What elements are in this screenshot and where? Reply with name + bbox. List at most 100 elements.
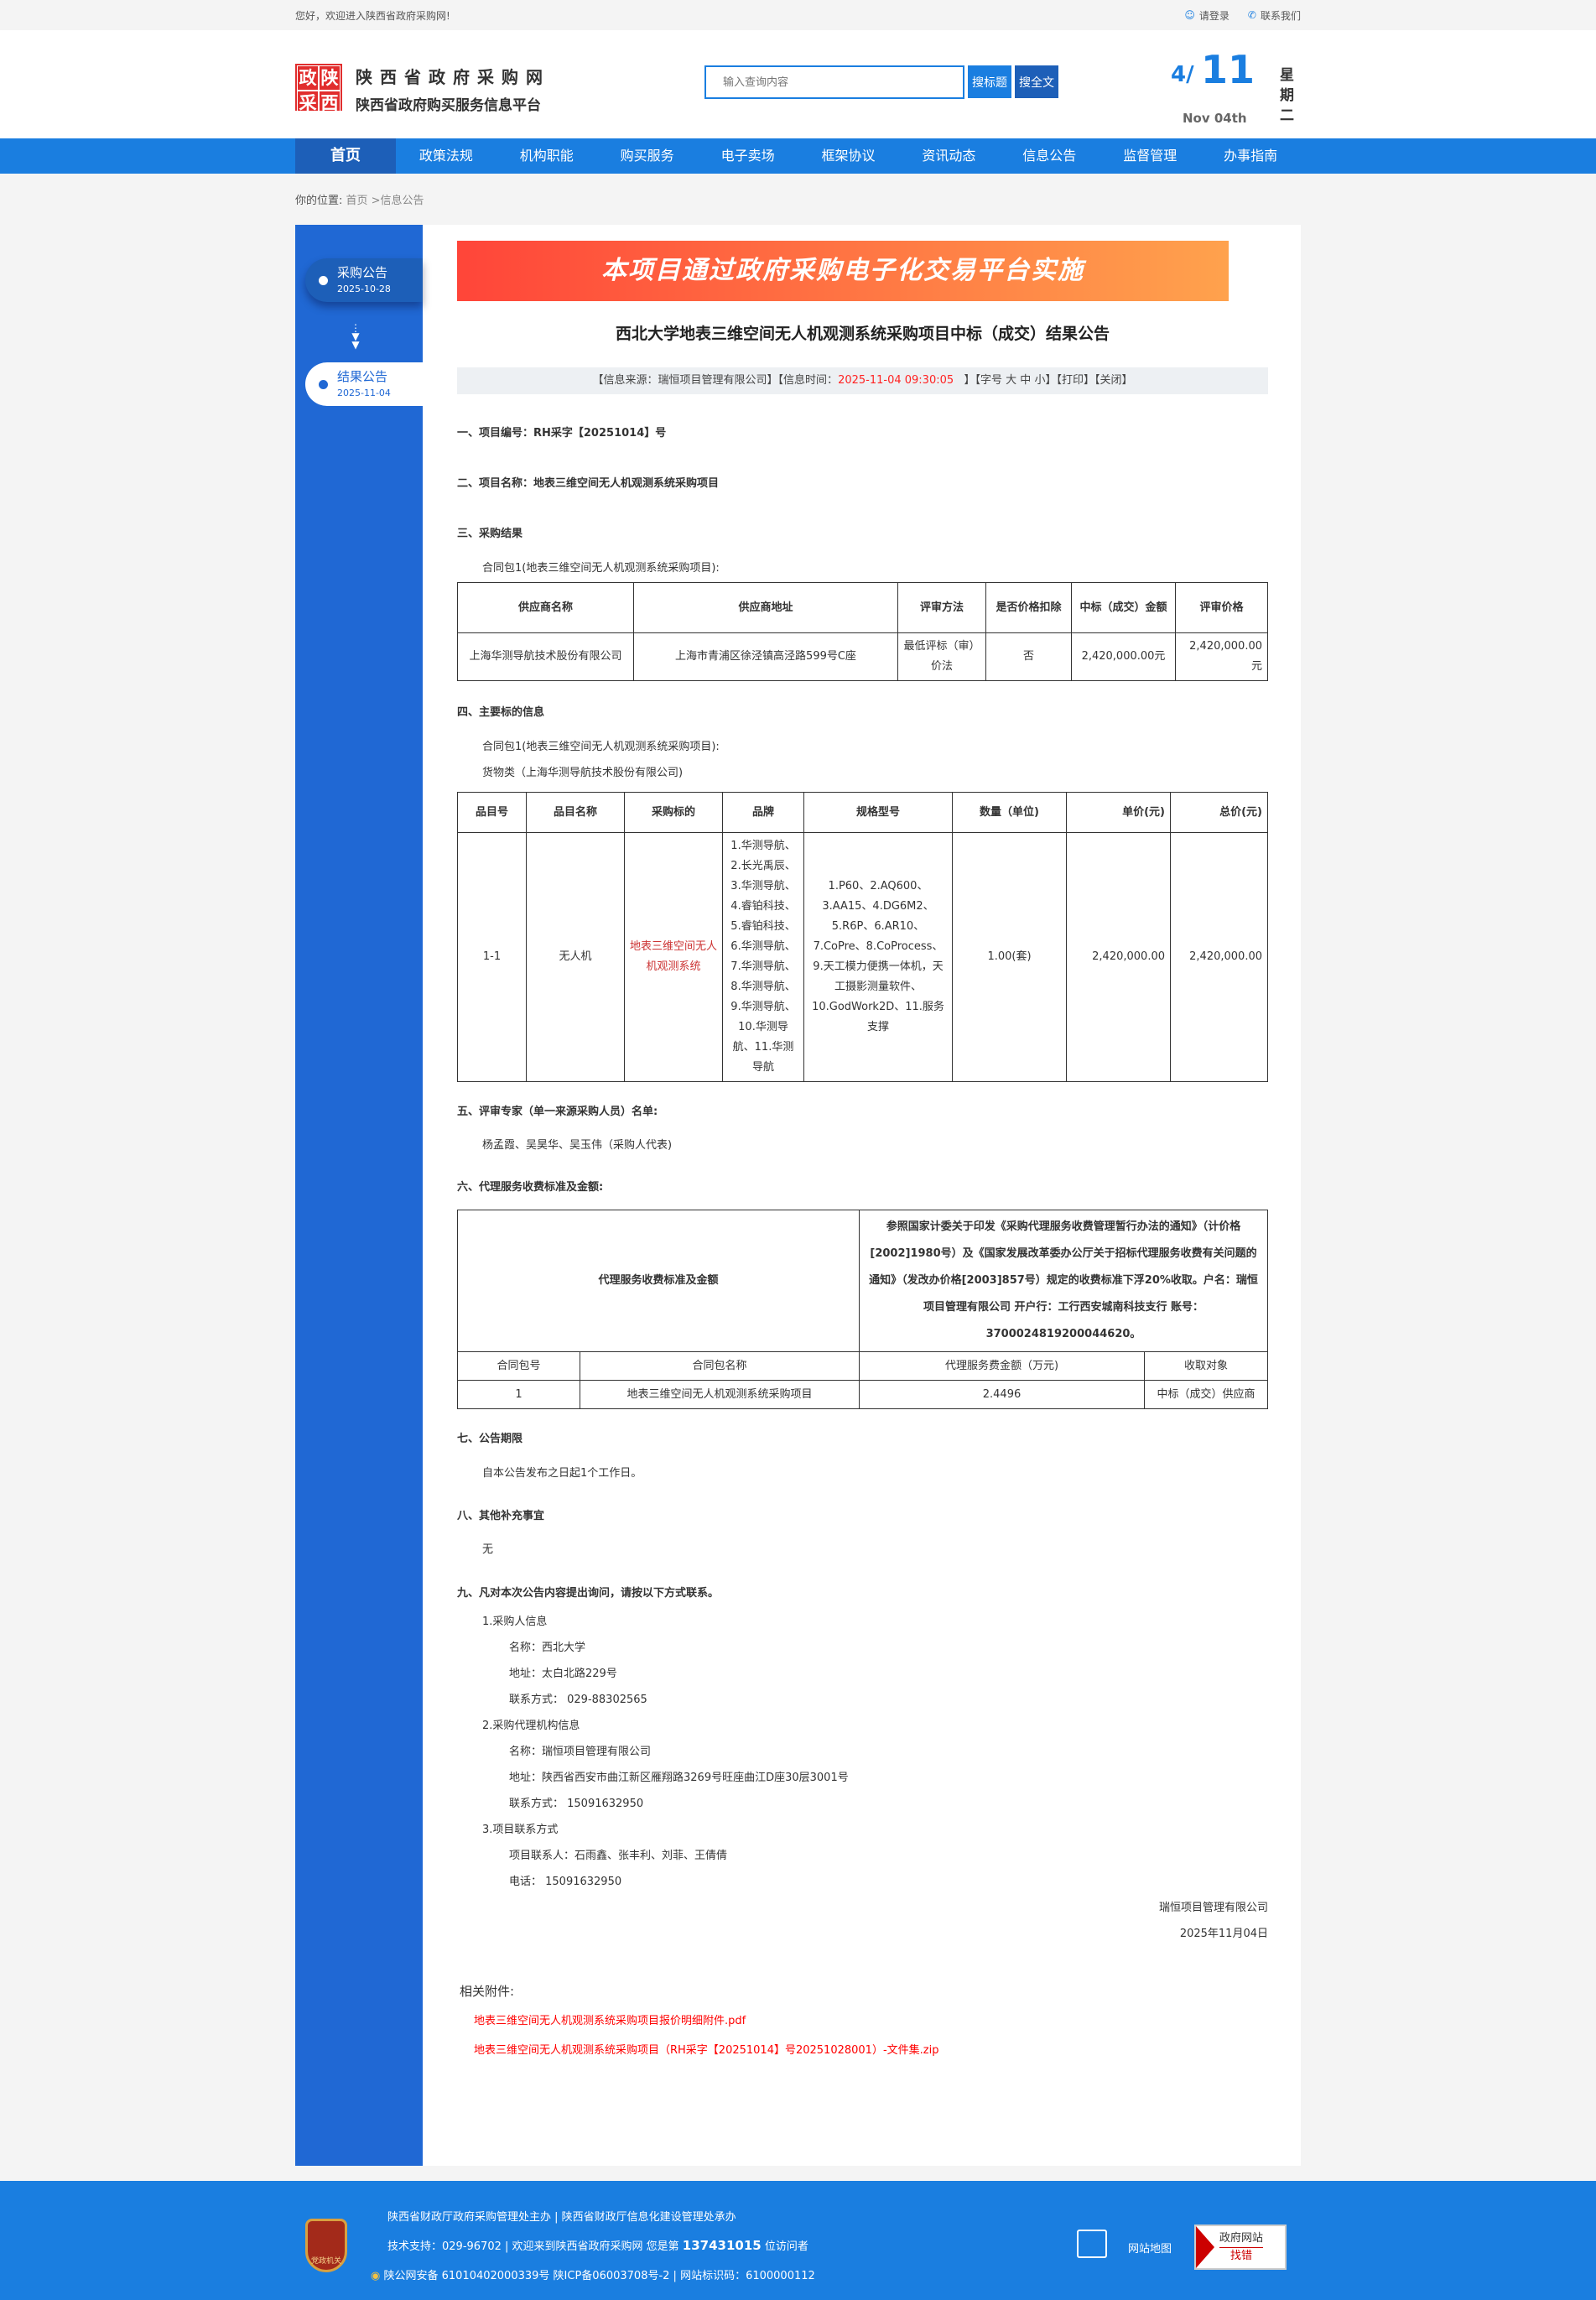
- gov-site-error-report[interactable]: 政府网站 找错: [1194, 2225, 1287, 2270]
- arrow-down-icon: ⋮ ▼ ▼: [351, 322, 361, 351]
- td: 2.4496: [859, 1380, 1145, 1409]
- search-title-button[interactable]: 搜标题: [968, 65, 1011, 98]
- site-subtitle: 陕西省政府购买服务信息平台: [356, 97, 541, 114]
- nav-supervision[interactable]: 监督管理: [1123, 148, 1178, 164]
- sign-org: 瑞恒项目管理有限公司: [1158, 1902, 1268, 1914]
- sidebar-item-date: 2025-10-28: [337, 284, 391, 294]
- sitemap-icon[interactable]: [1077, 2230, 1107, 2258]
- section-8-text: 无: [482, 1543, 494, 1556]
- record-text[interactable]: 陕公网安备 61010402000339号 陕ICP备06003708号-2 |…: [383, 2270, 815, 2282]
- th: 评审方法: [897, 582, 986, 633]
- section-8: 八、其他补充事宜: [457, 1510, 545, 1522]
- contact-line: 电话： 15091632950: [509, 1876, 622, 1888]
- info-tools[interactable]: 】【字号 大 中 小】【打印】【关闭】: [964, 374, 1133, 387]
- nav-notices[interactable]: 信息公告: [1022, 148, 1077, 164]
- th: 单价(元): [1066, 792, 1171, 833]
- sidebar-item-result-notice[interactable]: 结果公告 2025-11-04: [305, 362, 423, 406]
- logo-char: 采: [297, 91, 319, 116]
- contact-heading: 3.项目联系方式: [482, 1824, 559, 1836]
- td: 1: [457, 1380, 580, 1409]
- sidebar-item-date: 2025-11-04: [337, 388, 391, 398]
- experts: 杨孟霞、吴昊华、吴玉伟（采购人代表): [482, 1139, 673, 1152]
- nav-emall[interactable]: 电子卖场: [720, 148, 775, 164]
- th: 是否价格扣除: [985, 582, 1072, 633]
- site-name: 陕西省政府采购网: [356, 67, 550, 87]
- sidebar-item-procurement-notice[interactable]: 采购公告 2025-10-28: [305, 258, 423, 302]
- package-label: 合同包1(地表三维空间无人机观测系统采购项目):: [482, 562, 720, 575]
- dot-icon: [319, 380, 328, 389]
- footer-record: ◉ 陕公网安备 61010402000339号 陕ICP备06003708号-2…: [371, 2266, 815, 2282]
- search-input[interactable]: [704, 65, 964, 99]
- breadcrumb-label: 你的位置:: [295, 195, 343, 207]
- top-bar: 您好，欢迎进入陕西省政府采购网! ☺ 请登录 ✆ 联系我们: [0, 0, 1596, 30]
- search-icon: [1196, 2226, 1214, 2268]
- td: 合同包号: [457, 1351, 580, 1381]
- contact-line: 地址：陕西省西安市曲江新区雁翔路3269号旺座曲江D座30层3001号: [509, 1772, 849, 1784]
- visitor-count: 137431015: [682, 2238, 762, 2253]
- section-1: 一、项目编号：RH采字【20251014】号: [457, 427, 667, 440]
- section-7-text: 自本公告发布之日起1个工作日。: [482, 1467, 642, 1480]
- th: 评审价格: [1175, 582, 1268, 633]
- nav-agency[interactable]: 机构职能: [519, 148, 574, 164]
- td: 地表三维空间无人机观测系统采购项目: [580, 1380, 860, 1409]
- th: 数量（单位): [952, 792, 1067, 833]
- attachment-link[interactable]: 地表三维空间无人机观测系统采购项目报价明细附件.pdf: [474, 2015, 746, 2027]
- td: 1.P60、2.AQ600、3.AA15、4.DG6M2、5.R6P、6.AR1…: [803, 832, 953, 1082]
- th: 供应商地址: [633, 582, 898, 633]
- td: 1.华测导航、2.长光禹辰、3.华测导航、4.睿铂科技、5.睿铂科技、6.华测导…: [722, 832, 804, 1082]
- td: 否: [985, 632, 1072, 681]
- nav-news[interactable]: 资讯动态: [922, 148, 976, 164]
- fee-table: 代理服务收费标准及金额 参照国家计委关于印发《采购代理服务收费管理暂行办法的通知》…: [457, 1210, 1268, 1409]
- nav-purchase-service[interactable]: 购买服务: [620, 148, 674, 164]
- sitemap-link[interactable]: 网站地图: [1128, 2243, 1172, 2256]
- footer-sponsor: 陕西省财政厅政府采购管理处主办 | 陕西省财政厅信息化建设管理处承办: [387, 2211, 736, 2224]
- date-day: 11: [1201, 47, 1255, 92]
- nav-framework[interactable]: 框架协议: [821, 148, 876, 164]
- td: 最低评标（审）价法: [897, 632, 986, 681]
- section-7: 七、公告期限: [457, 1433, 523, 1445]
- login-label: 请登录: [1198, 9, 1229, 22]
- info-bar: 【信息来源：瑞恒项目管理有限公司】【信息时间：2025-11-04 09:30:…: [457, 367, 1268, 394]
- contact-line: 联系方式： 029-88302565: [509, 1694, 647, 1706]
- search-fulltext-button[interactable]: 搜全文: [1015, 65, 1058, 98]
- td: 上海市青浦区徐泾镇高泾路599号C座: [633, 632, 898, 681]
- attachment-link[interactable]: 地表三维空间无人机观测系统采购项目（RH采字【20251014】号2025102…: [474, 2044, 939, 2057]
- contact-line: 联系方式： 15091632950: [509, 1798, 644, 1810]
- td: 2,420,000.00元: [1071, 632, 1176, 681]
- date-weekday: 星期二: [1280, 67, 1294, 124]
- nav-policy[interactable]: 政策法规: [418, 148, 473, 164]
- contact-line: 项目联系人：石雨鑫、张丰利、刘菲、王倩倩: [509, 1850, 728, 1862]
- site-logo[interactable]: 政陕采西: [295, 64, 342, 116]
- nav-home[interactable]: 首页: [295, 138, 396, 174]
- info-time: 2025-11-04 09:30:05: [838, 374, 954, 387]
- welcome-text: 您好，欢迎进入陕西省政府采购网!: [295, 9, 450, 22]
- contact-line: 名称：西北大学: [509, 1642, 586, 1654]
- support-text: 技术支持：029-96702 | 欢迎来到陕西省政府采购网 您是第: [387, 2240, 683, 2253]
- nav-guide[interactable]: 办事指南: [1224, 148, 1278, 164]
- content-card: 采购公告 2025-10-28 ⋮ ▼ ▼ 结果公告 2025-11-04 本项目通过政…: [295, 225, 1301, 2166]
- fee-description: 参照国家计委关于印发《采购代理服务收费管理暂行办法的通知》（计价格[2002]1…: [859, 1210, 1268, 1352]
- user-icon: ☺: [1184, 9, 1195, 21]
- section-5: 五、评审专家（单一来源采购人员）名单:: [457, 1106, 658, 1118]
- logo-char: 西: [319, 91, 341, 116]
- section-4: 四、主要标的信息: [457, 706, 545, 719]
- td: 无人机: [526, 832, 625, 1082]
- phone-icon: ✆: [1247, 9, 1256, 21]
- contact-heading: 1.采购人信息: [482, 1616, 548, 1628]
- badge-text: 党政机关: [310, 2257, 341, 2266]
- date-month: 4/: [1171, 62, 1194, 87]
- result-table: 供应商名称 供应商地址 评审方法 是否价格扣除 中标（成交）金额 评审价格 上海华测导航技…: [457, 582, 1268, 681]
- sidebar-item-label: 采购公告: [337, 265, 388, 280]
- party-gov-badge-icon[interactable]: 党政机关: [305, 2219, 347, 2272]
- contact-label: 联系我们: [1260, 9, 1301, 22]
- th: 中标（成交）金额: [1071, 582, 1176, 633]
- contact-link[interactable]: ✆ 联系我们: [1248, 8, 1301, 23]
- breadcrumb-path[interactable]: 首页 >信息公告: [346, 195, 424, 207]
- login-link[interactable]: ☺ 请登录: [1184, 8, 1229, 23]
- article-title: 西北大学地表三维空间无人机观测系统采购项目中标（成交）结果公告: [615, 325, 1110, 343]
- td: 收取对象: [1144, 1351, 1268, 1381]
- th: 品目号: [457, 792, 527, 833]
- police-emblem-icon: ◉: [371, 2270, 381, 2282]
- td: 1.00(套): [952, 832, 1067, 1082]
